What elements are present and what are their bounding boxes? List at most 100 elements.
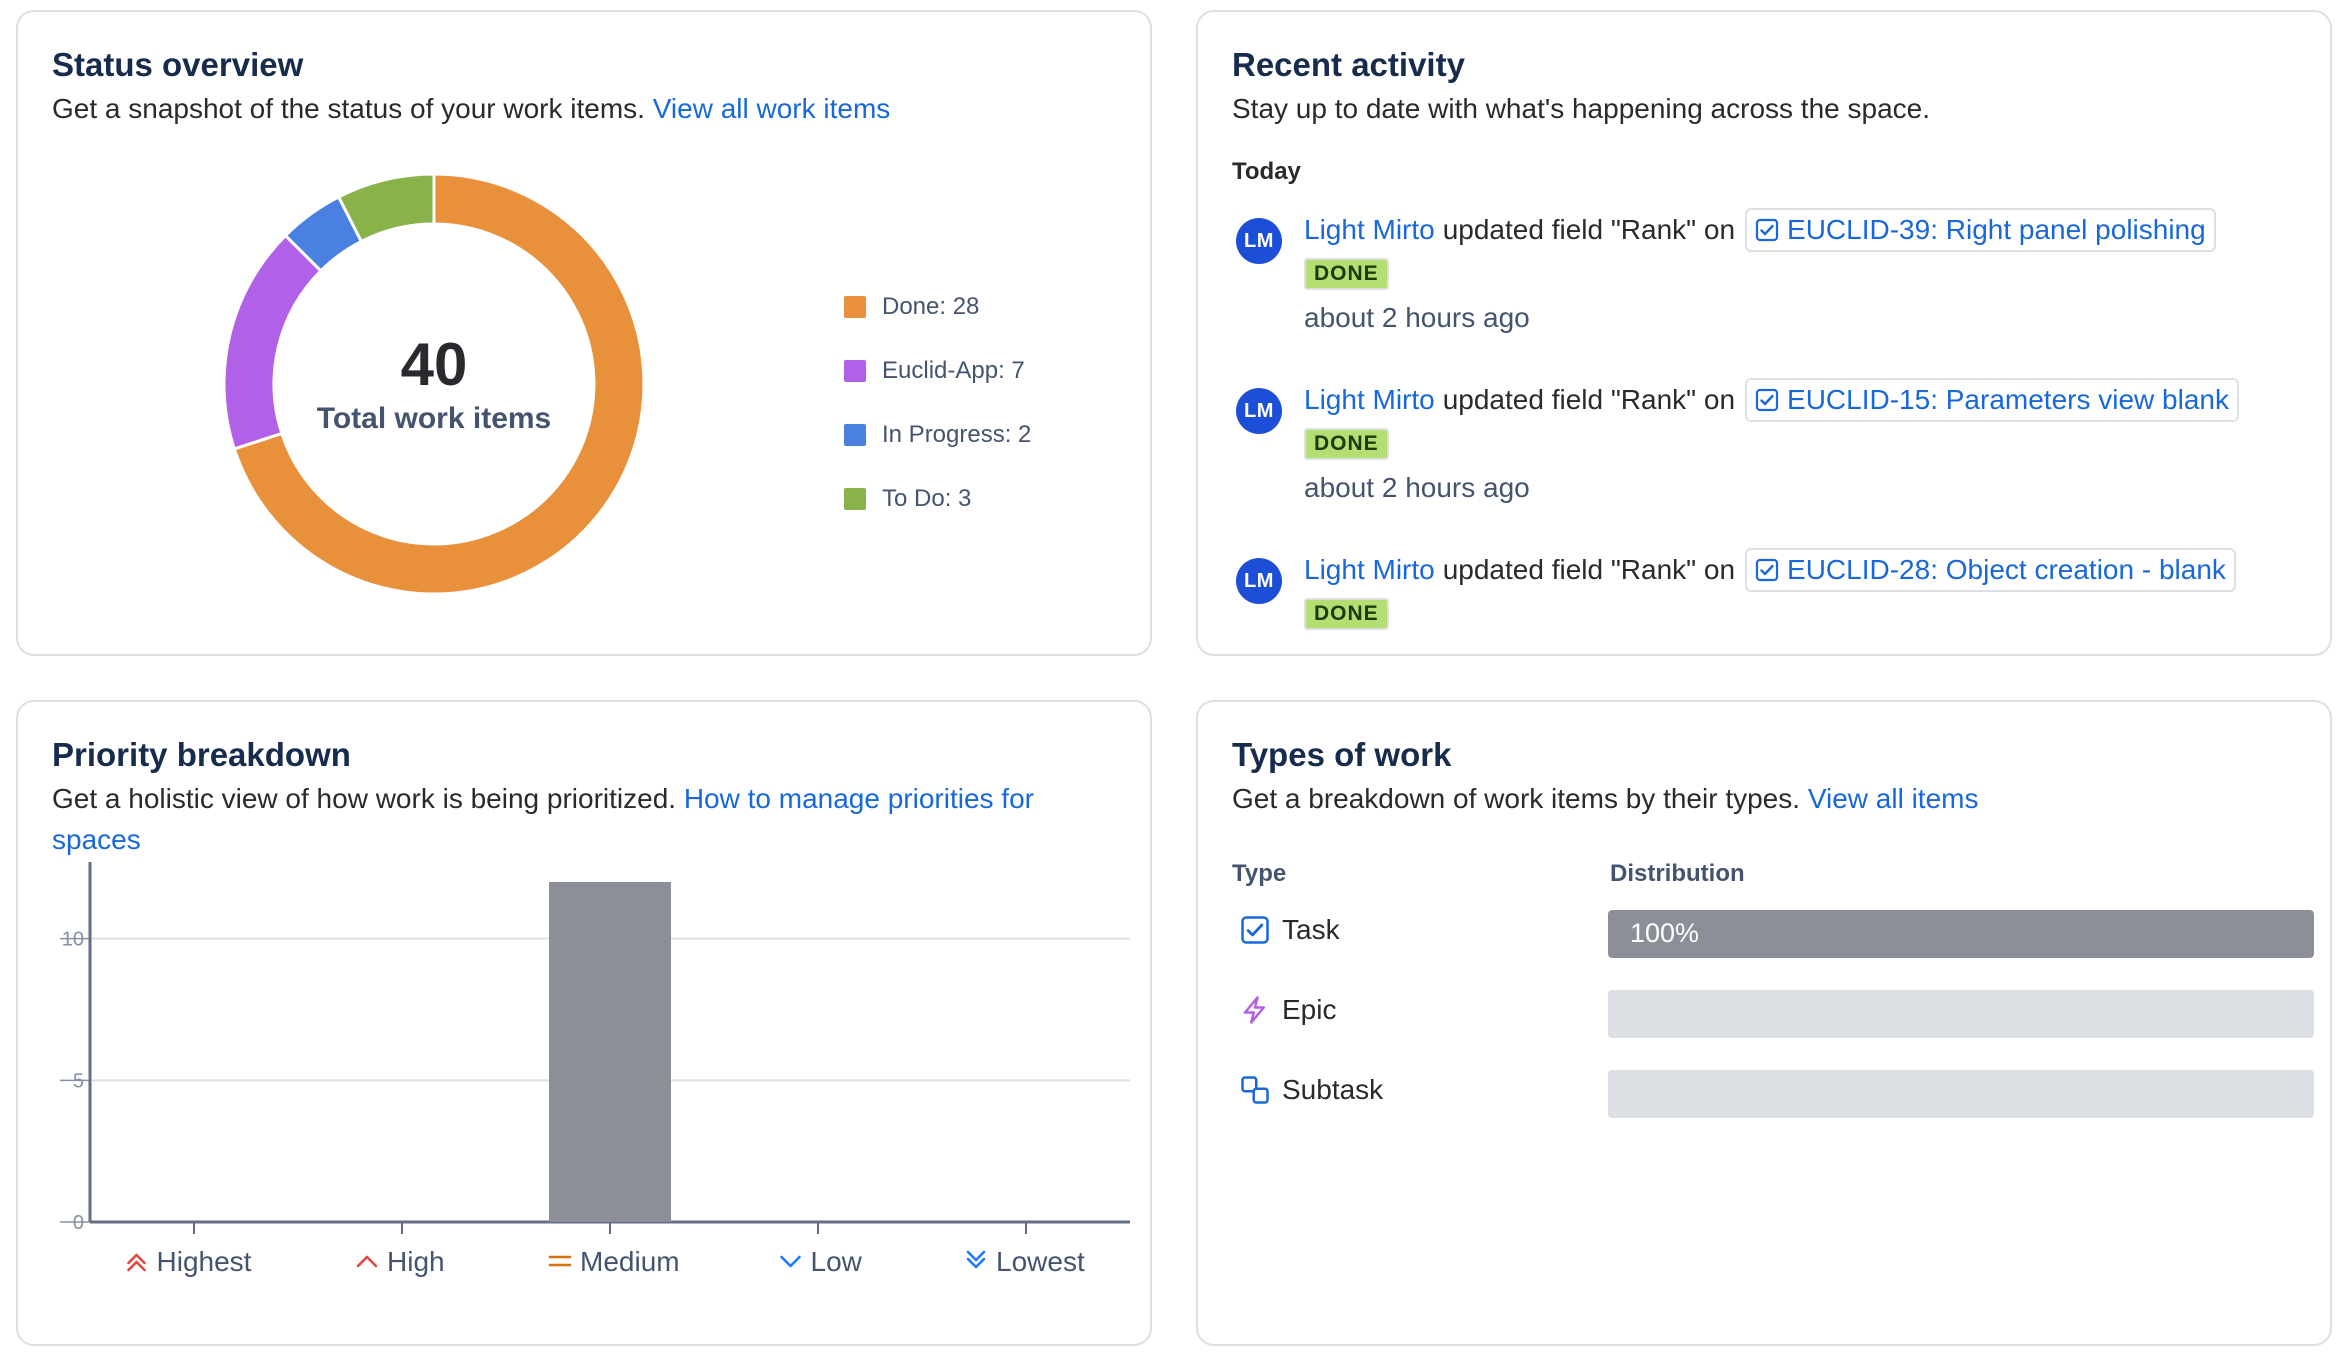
type-row-epic[interactable]: Epic	[1232, 990, 2314, 1038]
work-item-title: EUCLID-15: Parameters view blank	[1787, 384, 2229, 415]
total-label: Total work items	[316, 402, 552, 435]
type-label: Task	[1282, 914, 1340, 945]
card-description: Stay up to date with what's happening ac…	[1232, 88, 1930, 129]
avatar[interactable]: LM	[1236, 558, 1282, 604]
x-label-low: Low	[780, 1246, 863, 1277]
x-label-high: High	[356, 1246, 445, 1277]
description-text: Get a breakdown of work items by their t…	[1232, 783, 1801, 814]
activity-line: Light Mirto updated field "Rank" on EUCL…	[1304, 378, 2239, 422]
legend-swatch	[844, 296, 866, 318]
card-title: Recent activity	[1232, 46, 1465, 83]
donut-center: 40 Total work items	[214, 164, 654, 604]
type-label: Epic	[1282, 994, 1337, 1025]
type-label: Subtask	[1282, 1074, 1384, 1105]
legend-item-to-do[interactable]: To Do: 3	[844, 467, 1031, 531]
work-item-link[interactable]: EUCLID-15: Parameters view blank	[1745, 378, 2239, 422]
task-checkbox-icon	[1241, 916, 1269, 944]
x-tick-label: Highest	[157, 1246, 252, 1277]
description-text: Get a holistic view of how work is being…	[52, 783, 677, 814]
types-of-work-card: Types of work Get a breakdown of work it…	[1196, 700, 2332, 1346]
type-name: Subtask	[1232, 1074, 1383, 1106]
card-title: Types of work	[1232, 736, 1452, 773]
legend-swatch	[844, 360, 866, 382]
donut-slice-to-do[interactable]	[336, 172, 436, 244]
distribution-bar: 100%	[1608, 910, 2314, 958]
work-item-title: EUCLID-28: Object creation - blank	[1787, 554, 2226, 585]
y-tick-label: 0	[73, 1212, 84, 1234]
x-tick-label: Lowest	[996, 1246, 1085, 1277]
card-title: Status overview	[52, 46, 304, 83]
legend-item-euclid-app[interactable]: Euclid-App: 7	[844, 339, 1031, 403]
avatar[interactable]: LM	[1236, 218, 1282, 264]
legend-swatch	[844, 424, 866, 446]
x-tick-label: Medium	[580, 1246, 680, 1277]
view-all-items-link[interactable]: View all items	[1807, 783, 1979, 814]
user-link[interactable]: Light Mirto	[1304, 554, 1435, 585]
type-name: Epic	[1232, 994, 1336, 1026]
manage-priorities-link[interactable]: How to manage priorities for spaces	[52, 783, 1034, 855]
timestamp: about 2 hours ago	[1304, 302, 1530, 333]
legend-label: To Do: 3	[882, 485, 972, 512]
card-title: Priority breakdown	[52, 736, 351, 773]
user-link[interactable]: Light Mirto	[1304, 214, 1435, 245]
legend-item-done[interactable]: Done: 28	[844, 275, 1031, 339]
bar-medium[interactable]	[549, 882, 671, 1222]
activity-action: updated field "Rank" on	[1442, 384, 1736, 415]
x-label-lowest: Lowest	[966, 1246, 1085, 1277]
y-tick-label: 10	[62, 929, 84, 951]
double-chevron-down-icon	[966, 1250, 986, 1269]
legend-item-in-progress[interactable]: In Progress: 2	[844, 403, 1031, 467]
distribution-bar	[1608, 990, 2314, 1038]
priority-bar-chart: 0 5 10 Highest High Medium Low Lowest	[60, 862, 1130, 1277]
status-donut-chart	[222, 172, 646, 596]
card-description: Get a snapshot of the status of your wor…	[52, 88, 890, 129]
distribution-bar	[1608, 1070, 2314, 1118]
donut-slice-done[interactable]	[232, 172, 646, 596]
distribution-percent: 100%	[1630, 918, 1700, 948]
legend-label: In Progress: 2	[882, 421, 1032, 448]
equals-icon	[548, 1255, 572, 1267]
work-item-link[interactable]: EUCLID-39: Right panel polishing	[1745, 208, 2216, 252]
x-label-medium: Medium	[548, 1246, 680, 1277]
task-checkbox-icon	[1755, 388, 1779, 412]
y-tick-label: 5	[73, 1070, 84, 1092]
distribution-fill	[1608, 910, 2314, 958]
recent-activity-card: Recent activity Stay up to date with wha…	[1196, 10, 2332, 656]
legend-label: Euclid-App: 7	[882, 357, 1025, 384]
chevron-up-icon	[356, 1255, 378, 1268]
legend-label: Done: 28	[882, 293, 980, 320]
double-chevron-up-icon	[127, 1253, 146, 1272]
status-overview-card: Status overview Get a snapshot of the st…	[16, 10, 1152, 656]
timestamp: about 2 hours ago	[1304, 472, 1530, 503]
activity-action: updated field "Rank" on	[1442, 554, 1736, 585]
lightning-icon	[1243, 996, 1265, 1024]
x-tick-label: Low	[811, 1246, 863, 1277]
date-group-label: Today	[1232, 158, 1301, 185]
status-badge: DONE	[1304, 258, 1389, 290]
activity-action: updated field "Rank" on	[1442, 214, 1736, 245]
x-tick-label: High	[387, 1246, 445, 1277]
description-text: Stay up to date with what's happening ac…	[1232, 93, 1931, 124]
type-row-task[interactable]: Task 100%	[1232, 910, 2314, 958]
status-badge: DONE	[1304, 428, 1389, 460]
chevron-down-icon	[780, 1255, 801, 1268]
column-header-type: Type	[1232, 860, 1287, 887]
x-label-highest: Highest	[127, 1246, 252, 1277]
column-header-distribution: Distribution	[1610, 860, 1745, 887]
status-legend: Done: 28 Euclid-App: 7 In Progress: 2 To…	[844, 275, 1031, 531]
priority-breakdown-card: Priority breakdown Get a holistic view o…	[16, 700, 1152, 1346]
avatar[interactable]: LM	[1236, 388, 1282, 434]
task-checkbox-icon	[1755, 218, 1779, 242]
subtask-icon	[1241, 1076, 1269, 1104]
type-name: Task	[1232, 914, 1340, 946]
type-row-subtask[interactable]: Subtask	[1232, 1070, 2314, 1118]
activity-line: Light Mirto updated field "Rank" on EUCL…	[1304, 208, 2216, 252]
activity-line: Light Mirto updated field "Rank" on EUCL…	[1304, 548, 2236, 592]
status-badge: DONE	[1304, 598, 1389, 630]
user-link[interactable]: Light Mirto	[1304, 384, 1435, 415]
work-item-title: EUCLID-39: Right panel polishing	[1787, 214, 2206, 245]
view-all-work-items-link[interactable]: View all work items	[652, 93, 891, 124]
task-checkbox-icon	[1755, 558, 1779, 582]
work-item-link[interactable]: EUCLID-28: Object creation - blank	[1745, 548, 2236, 592]
card-description: Get a holistic view of how work is being…	[52, 778, 1112, 860]
